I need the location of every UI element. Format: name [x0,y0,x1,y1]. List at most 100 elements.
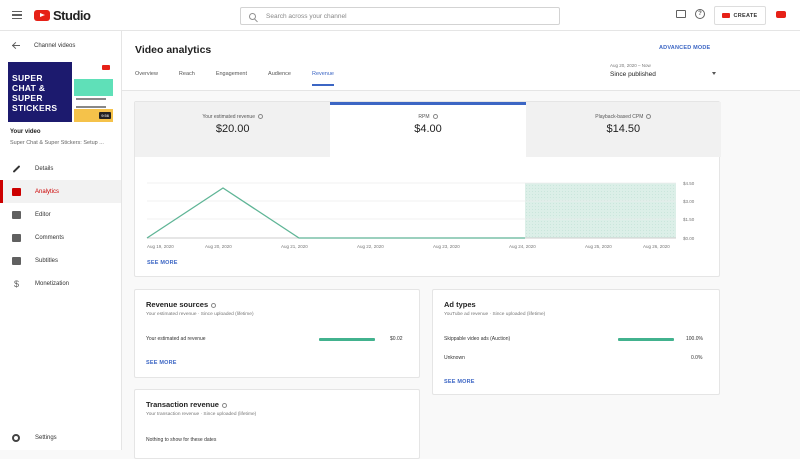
create-button[interactable]: CREATE [714,6,766,25]
studio-logo[interactable]: Studio [34,8,91,23]
tab-overview[interactable]: Overview [135,71,158,77]
editor-icon [12,210,21,219]
metric-label-text: RPM [418,114,430,120]
date-range-value: Since published [610,71,656,78]
metric-tabs: Your estimated revenue $20.00 RPM $4.00 … [135,102,721,157]
main-content: Video analytics ADVANCED MODE Overview R… [122,31,800,459]
sidebar-item-label: Analytics [35,188,60,195]
your-video-label: Your video [10,129,41,135]
row-label: Your estimated ad revenue [146,336,206,342]
info-icon[interactable] [211,302,217,308]
info-icon[interactable] [221,402,227,408]
section-title-text: Transaction revenue [146,400,219,409]
svg-text:Aug 19, 2020: Aug 19, 2020 [147,244,174,249]
svg-text:Aug 23, 2020: Aug 23, 2020 [433,244,460,249]
arrow-back-icon [12,42,20,49]
sidebar-item-label: Details [35,165,54,172]
account-avatar[interactable] [776,11,786,18]
svg-text:Aug 20, 2020: Aug 20, 2020 [205,244,232,249]
see-more-link[interactable]: SEE MORE [147,260,178,266]
feedback-icon[interactable] [676,10,686,18]
back-to-channel-videos[interactable]: Channel videos [12,42,75,49]
search-icon [249,12,256,20]
see-more-link[interactable]: SEE MORE [146,360,177,366]
thumb-line: CHAT & [12,83,46,93]
video-duration: 9:56 [99,112,111,119]
advanced-mode-link[interactable]: ADVANCED MODE [659,45,711,51]
sidebar-item-label: Subtitles [35,257,59,264]
transaction-revenue-card: Transaction revenue Your transaction rev… [134,389,420,459]
metric-label-text: Your estimated revenue [202,114,255,120]
row-value: 0.0% [691,355,703,361]
tab-audience[interactable]: Audience [268,71,291,77]
metric-label: Your estimated revenue [135,114,330,120]
metric-playback-cpm[interactable]: Playback-based CPM $14.50 [525,102,721,157]
svg-text:$4.50: $4.50 [683,181,695,186]
chart-svg: $4.50 $3.00 $1.50 $0.00 Aug 19, 2020 Aug… [146,181,695,249]
tab-reach[interactable]: Reach [178,71,195,77]
see-more-link[interactable]: SEE MORE [444,379,475,385]
row-label: Unknown [444,355,465,361]
date-range-dropdown[interactable]: Aug 20, 2020 – Now Since published [610,63,716,78]
sidebar-item-subtitles[interactable]: Subtitles [0,249,121,272]
sidebar-item-label: Editor [35,211,51,218]
section-title: Revenue sources [146,300,217,309]
tab-engagement[interactable]: Engagement [215,71,248,77]
revenue-chart-card: Your estimated revenue $20.00 RPM $4.00 … [134,101,721,278]
svg-text:Aug 24, 2020: Aug 24, 2020 [509,244,536,249]
page-title: Video analytics [135,44,212,56]
back-label: Channel videos [34,42,76,49]
info-icon[interactable] [257,114,263,120]
metric-estimated-revenue[interactable]: Your estimated revenue $20.00 [135,102,331,157]
pencil-icon [12,164,21,173]
svg-text:$1.50: $1.50 [683,217,695,222]
search-box[interactable] [240,7,560,25]
svg-text:$0.00: $0.00 [683,236,695,241]
row-value: 100.0% [686,336,703,342]
dropdown-caret-icon [712,72,716,75]
search-input[interactable] [266,12,546,20]
ad-type-bar [618,338,674,341]
sidebar-item-monetization[interactable]: $ Monetization [0,272,121,295]
revenue-bar [319,338,375,341]
svg-text:Aug 25, 2020: Aug 25, 2020 [585,244,612,249]
thumb-lines [76,98,106,108]
youtube-logo-icon [34,10,50,21]
help-icon[interactable]: ? [695,9,705,19]
row-label: Skippable video ads (Auction) [444,336,511,342]
sidebar-item-settings[interactable]: Settings [12,434,57,442]
sidebar-item-editor[interactable]: Editor [0,203,121,226]
logo-text: Studio [53,8,91,23]
tab-revenue[interactable]: Revenue [311,71,334,86]
gear-icon [12,434,20,442]
metric-label: Playback-based CPM [526,114,721,120]
metric-rpm[interactable]: RPM $4.00 [330,102,526,157]
info-icon[interactable] [646,114,652,120]
metric-value: $4.00 [414,123,442,135]
sidebar-item-details[interactable]: Details [0,157,121,180]
info-icon[interactable] [432,114,438,120]
thumb-green-block [74,79,113,96]
thumbnail-graphic: 9:56 [72,62,113,122]
analytics-tabs: Overview Reach Engagement Audience Reven… [135,71,355,86]
svg-text:$3.00: $3.00 [683,199,695,204]
youtube-mini-icon [102,65,110,70]
section-subtitle: Your transaction revenue · Since uploade… [146,412,257,417]
section-subtitle: Your estimated revenue · Since uploaded … [146,312,254,317]
rpm-line-chart[interactable]: $4.50 $3.00 $1.50 $0.00 Aug 19, 2020 Aug… [135,157,721,278]
video-camera-icon [722,13,731,18]
dollar-icon: $ [13,278,19,289]
section-title: Transaction revenue [146,400,227,409]
sidebar-item-analytics[interactable]: Analytics [0,180,121,203]
pending-data-region [525,183,676,238]
svg-text:Aug 21, 2020: Aug 21, 2020 [281,244,308,249]
row-value: $0.02 [390,336,403,342]
sidebar-item-label: Monetization [35,280,70,287]
sidebar-item-comments[interactable]: Comments [0,226,121,249]
revenue-sources-card: Revenue sources Your estimated revenue ·… [134,289,420,378]
thumb-line: STICKERS [12,103,58,113]
metric-label: RPM [330,114,525,120]
video-thumbnail[interactable]: SUPER CHAT & SUPER STICKERS 9:56 [8,62,113,122]
top-bar: Studio ? CREATE [0,0,800,31]
hamburger-menu-icon[interactable] [12,11,22,19]
